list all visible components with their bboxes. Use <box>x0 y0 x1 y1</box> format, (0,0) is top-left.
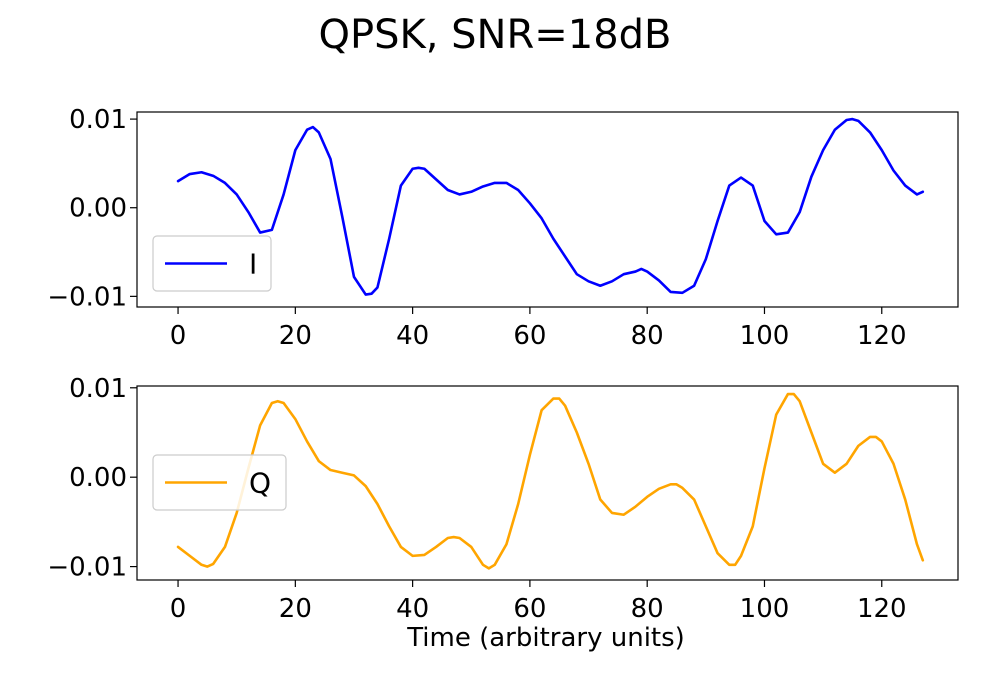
y-tick-label: −0.01 <box>47 553 127 583</box>
x-tick-label: 0 <box>170 594 187 624</box>
x-tick-label: 120 <box>857 594 907 624</box>
panels: 0 20 40 60 80 100 120 0.01 0.00 −0.01 I 0 20 40 60 80 10… <box>47 105 959 624</box>
series-line-Q <box>176 392 925 570</box>
legend: Q <box>152 454 287 511</box>
y-tick-label: 0.01 <box>69 374 127 404</box>
x-axis-label: Time (arbitrary units) <box>406 623 685 653</box>
x-tick-label: 40 <box>396 321 429 351</box>
panel-1: 0 20 40 60 80 100 120 0.01 0.00 −0.01 I <box>47 105 959 351</box>
plot-frame <box>136 385 959 581</box>
y-tick-label: 0.00 <box>69 463 127 493</box>
plot-frame <box>136 111 959 308</box>
x-tick-label: 0 <box>170 321 187 351</box>
legend: I <box>152 235 272 292</box>
x-tick-label: 120 <box>857 321 907 351</box>
x-tick-label: 100 <box>740 594 790 624</box>
series-line-I <box>176 117 925 296</box>
x-tick-label: 60 <box>513 594 546 624</box>
panel-2: 0 20 40 60 80 100 120 0.01 0.00 −0.01 Q <box>47 374 959 624</box>
x-tick-label: 60 <box>513 321 546 351</box>
chart-title: QPSK, SNR=18dB <box>318 12 671 58</box>
x-tick-label: 80 <box>631 594 664 624</box>
x-tick-label: 80 <box>631 321 664 351</box>
x-tick-label: 40 <box>396 594 429 624</box>
x-tick-label: 100 <box>740 321 790 351</box>
y-tick-label: −0.01 <box>47 282 127 312</box>
legend-label-I: I <box>249 248 257 281</box>
y-tick-label: 0.01 <box>69 105 127 135</box>
legend-label-Q: Q <box>249 467 271 500</box>
x-tick-label: 20 <box>279 321 312 351</box>
x-tick-label: 20 <box>279 594 312 624</box>
y-tick-label: 0.00 <box>69 194 127 224</box>
